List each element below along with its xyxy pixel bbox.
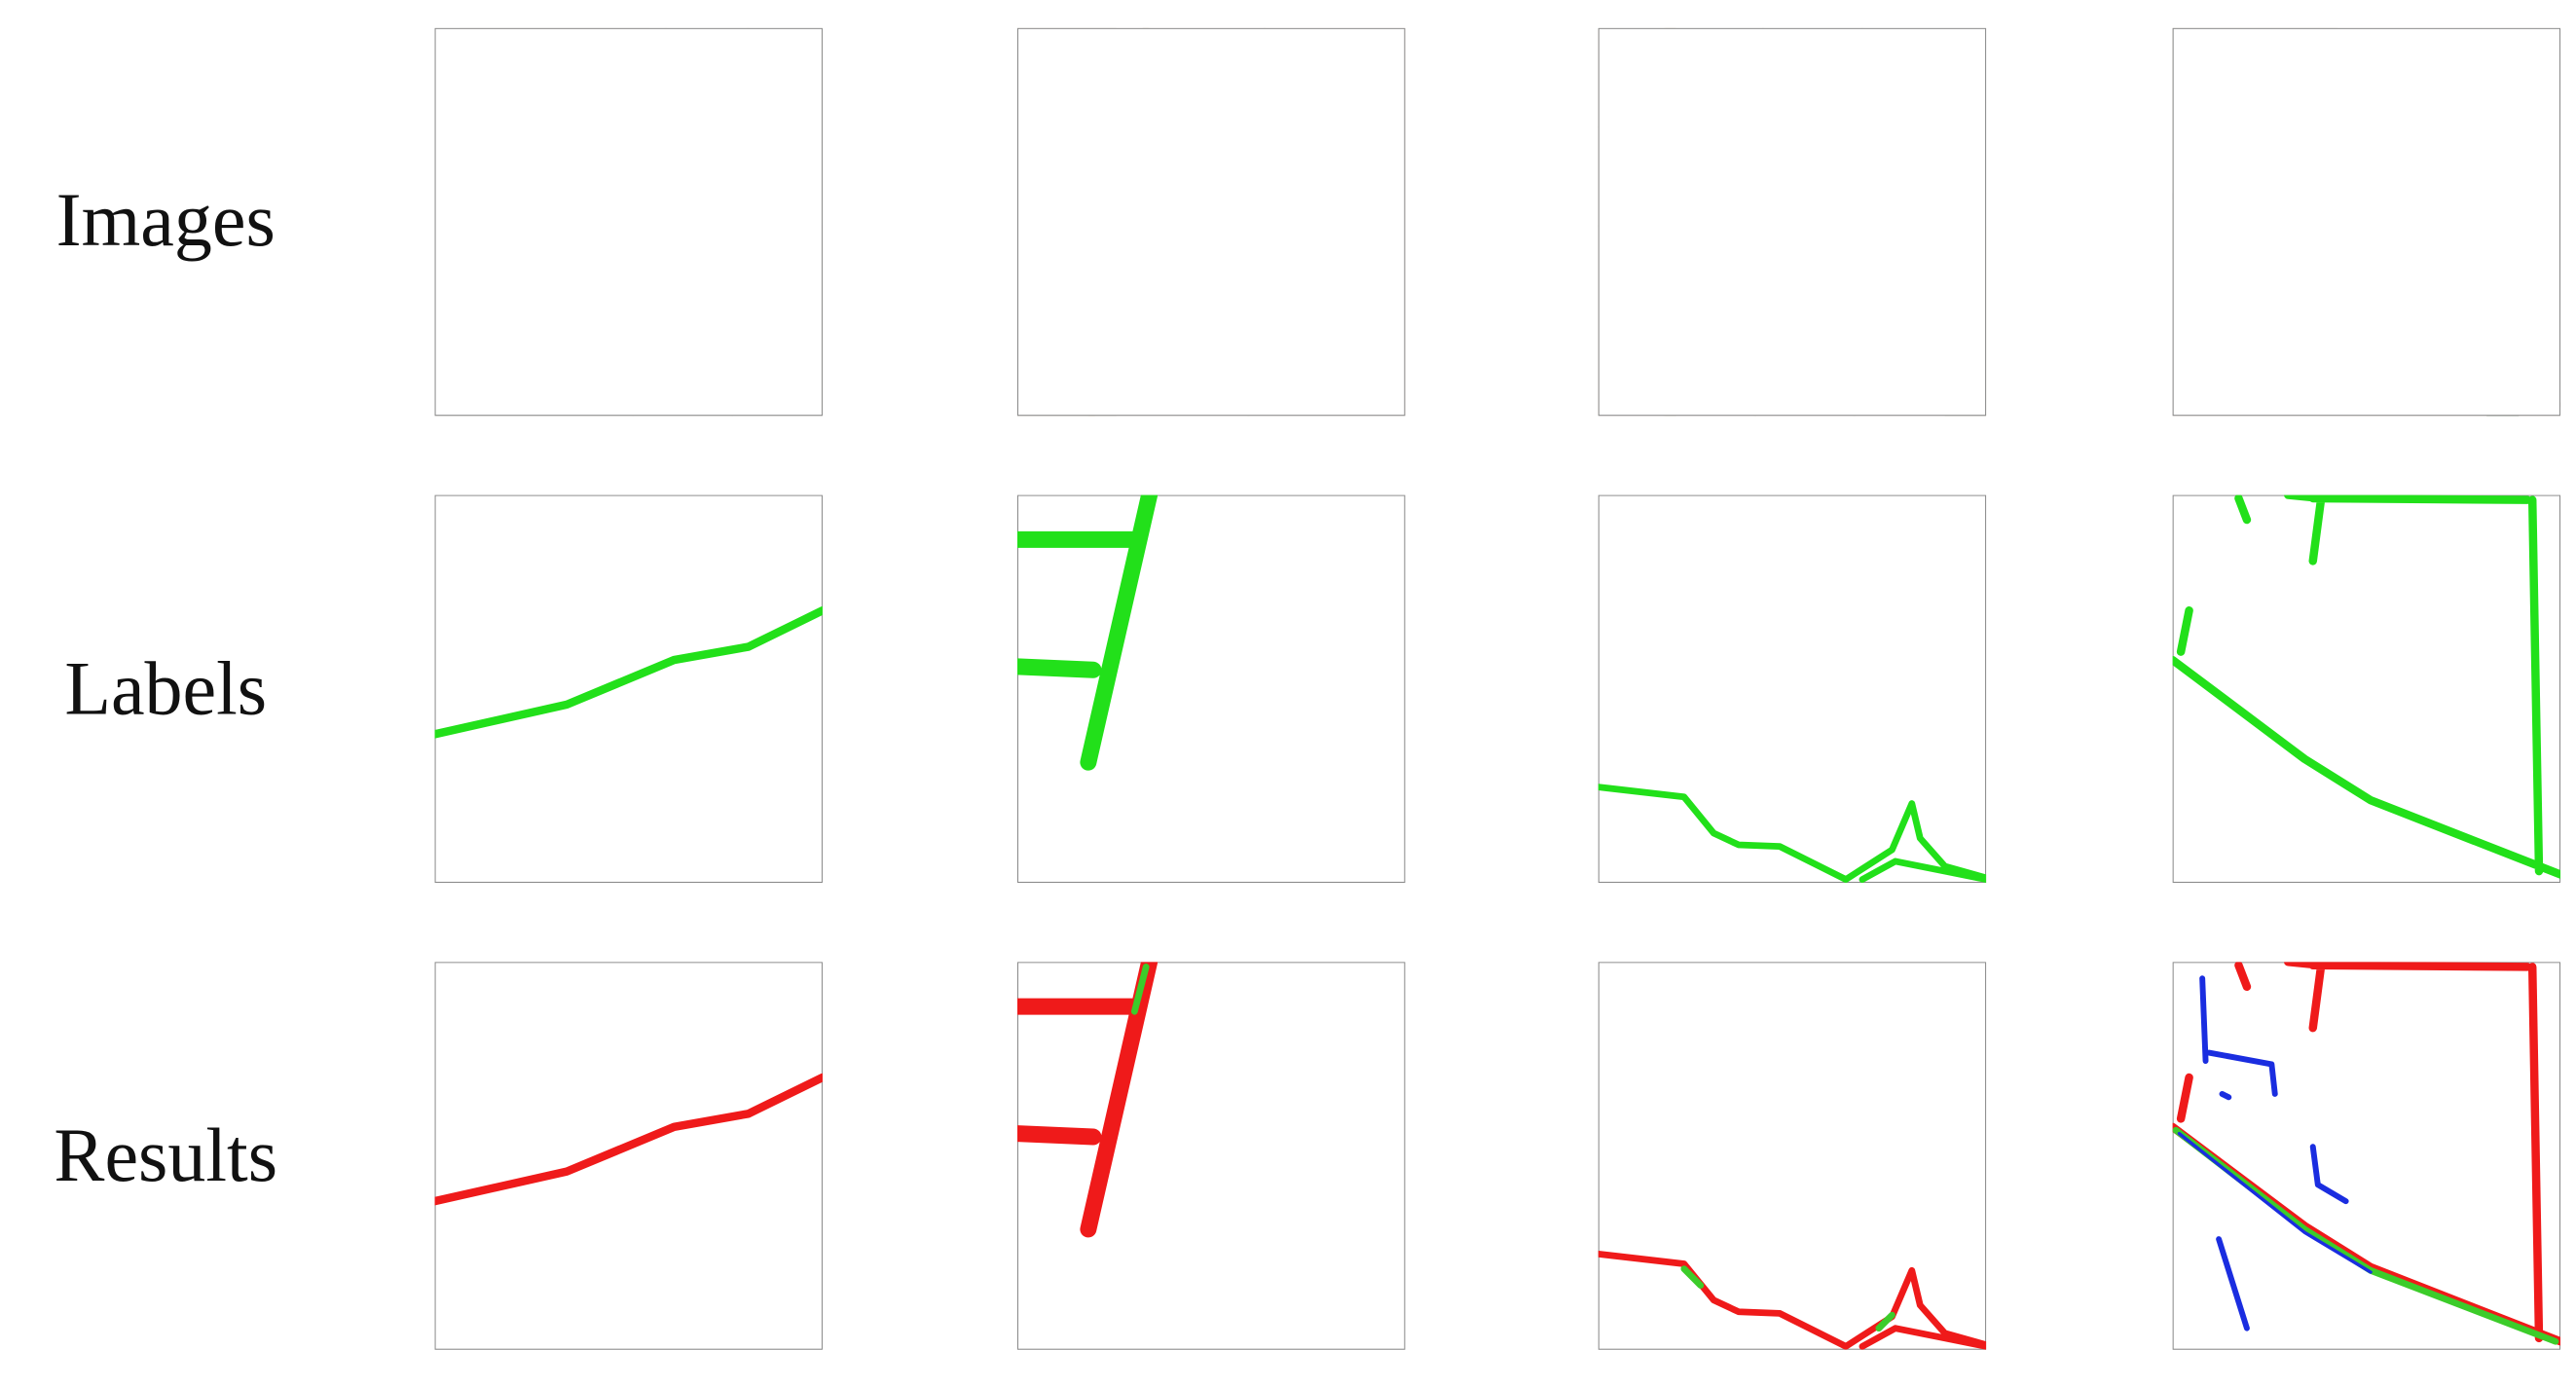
satellite-image	[434, 27, 823, 417]
satellite-image	[1598, 27, 1987, 417]
label-panel	[2172, 494, 2561, 883]
label-panel	[434, 494, 823, 883]
label-panel	[1598, 494, 1987, 883]
row-label: Results	[54, 1113, 277, 1197]
result-panel	[2172, 962, 2561, 1350]
satellite-image	[1016, 27, 1406, 417]
result-panel	[1016, 962, 1406, 1350]
satellite-image	[2172, 27, 2561, 417]
label-panel	[1016, 494, 1406, 883]
result-panel	[434, 962, 823, 1350]
row-label: Labels	[64, 646, 267, 730]
row-label: Images	[56, 178, 276, 262]
result-panel	[1598, 962, 1987, 1350]
